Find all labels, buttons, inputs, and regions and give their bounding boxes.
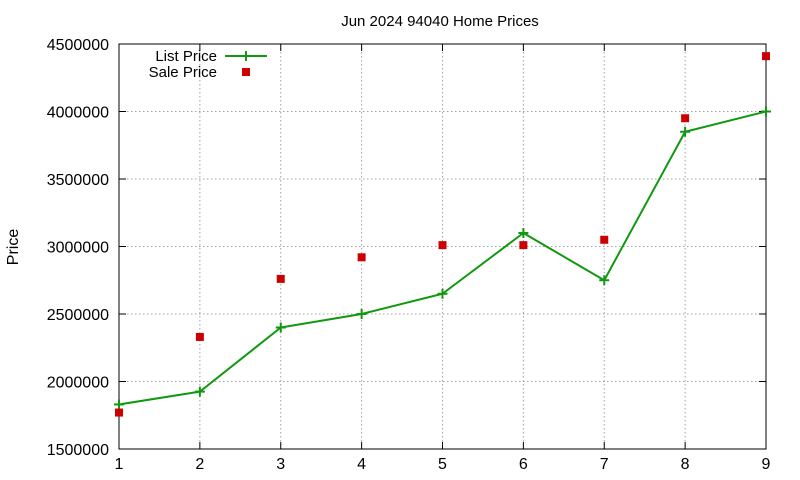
data-point-sale-price: [276, 274, 285, 283]
x-tick-label: 8: [681, 456, 690, 473]
data-point-sale-price: [762, 52, 770, 61]
legend-sample-sale-price: [242, 68, 250, 76]
data-point-sale-price: [357, 253, 366, 262]
data-point-list-price: [114, 399, 124, 410]
plot-frame: [118, 43, 767, 450]
y-tick-label: 2000000: [47, 375, 109, 392]
x-tick-label: 4: [357, 456, 366, 473]
y-axis-label: Price: [5, 229, 22, 266]
data-point-list-price: [761, 106, 771, 117]
legend-label-list-price: List Price: [155, 48, 217, 65]
data-point-list-price: [518, 228, 529, 238]
data-point-list-price: [356, 309, 367, 319]
chart-title: Jun 2024 94040 Home Prices: [341, 13, 539, 30]
x-tick-label: 3: [276, 456, 285, 473]
legend: List Price Sale Price: [149, 48, 267, 81]
data-point-sale-price: [115, 408, 123, 417]
y-tick-label: 3000000: [47, 240, 109, 257]
tick-labels: 1500000 2000000 2500000 3000000 3500000 40000…: [47, 37, 771, 473]
data-point-sale-price: [195, 332, 204, 341]
x-tick-label: 9: [762, 456, 771, 473]
data-point-sale-price: [438, 241, 447, 250]
x-tick-label: 2: [195, 456, 204, 473]
x-tick-label: 1: [115, 456, 124, 473]
y-tick-label: 1500000: [47, 442, 109, 459]
x-tick-label: 7: [600, 456, 609, 473]
data-point-sale-price: [519, 241, 528, 250]
grid-lines: [119, 44, 766, 449]
x-tick-label: 6: [519, 456, 528, 473]
data-point-list-price: [680, 126, 691, 137]
legend-marker: [241, 51, 251, 61]
data-point-list-price: [275, 322, 286, 333]
y-tick-label: 2500000: [47, 307, 109, 324]
y-tick-label: 4000000: [47, 105, 109, 122]
data-point-list-price: [194, 386, 205, 397]
x-tick-label: 5: [438, 456, 447, 473]
series-marks: [114, 52, 771, 417]
legend-marker: [242, 68, 250, 76]
legend-label-sale-price: Sale Price: [149, 64, 217, 81]
y-tick-label: 4500000: [47, 37, 109, 54]
data-point-sale-price: [600, 235, 609, 244]
data-point-list-price: [437, 288, 448, 299]
data-point-sale-price: [681, 114, 690, 123]
data-point-list-price: [599, 275, 610, 286]
y-tick-label: 3500000: [47, 172, 109, 189]
legend-sample-list-price: [225, 51, 267, 61]
